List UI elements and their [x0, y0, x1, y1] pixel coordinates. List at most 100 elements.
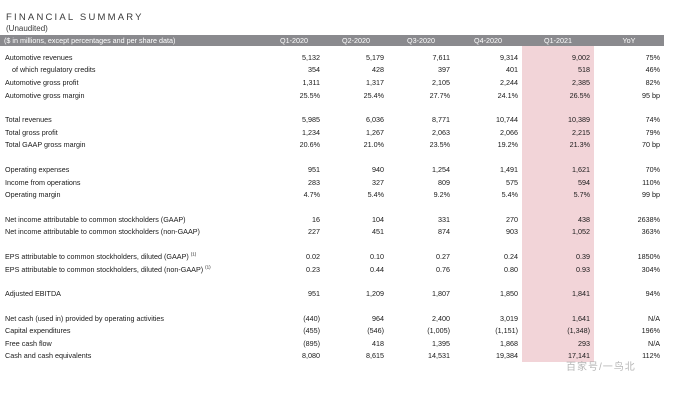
value-cell: 964 [372, 313, 384, 323]
table-header-row: ($ in millions, except percentages and p… [0, 35, 664, 46]
yoy-cell: 70% [645, 164, 660, 174]
value-cell: 1,395 [432, 338, 450, 348]
row-label: Cash and cash equivalents [0, 350, 264, 363]
row-label-text: Automotive revenues [5, 52, 73, 62]
value-cell: 418 [372, 338, 384, 348]
row-label: Total GAAP gross margin [0, 139, 264, 152]
row-label-text: Total GAAP gross margin [5, 140, 86, 150]
value-cell: 331 [438, 214, 450, 224]
yoy-cell: 304% [641, 264, 660, 274]
value-cell: 25.4% [363, 90, 384, 100]
value-cell: 951 [308, 164, 320, 174]
value-cell: 1,850 [500, 289, 518, 299]
table-row: Automotive revenues 5,132 5,179 7,611 9,314 9… [0, 51, 664, 64]
value-cell: 10,744 [496, 115, 518, 125]
value-cell: 1,311 [302, 77, 320, 87]
q1-2021-cell: 5.7% [522, 188, 594, 201]
value-cell: 575 [506, 177, 518, 187]
value-cell: 0.23 [306, 264, 320, 274]
row-label-text: Operating margin [5, 190, 61, 200]
value-cell: 0.44 [370, 264, 384, 274]
row-label: Total gross profit [0, 126, 264, 139]
q1-2021-cell: 1,052 [522, 225, 594, 239]
q1-2021-cell: 438 [522, 212, 594, 226]
row-label: Automotive gross profit [0, 76, 264, 89]
value-cell: 0.27 [436, 251, 450, 261]
column-header: YoY [622, 36, 636, 45]
yoy-cell: N/A [648, 313, 660, 323]
yoy-cell: 2638% [637, 214, 660, 224]
value-cell: 283 [308, 177, 320, 187]
value-cell: 5,179 [366, 52, 384, 62]
value-cell: 2,063 [432, 127, 450, 137]
value-cell: 0.76 [436, 264, 450, 274]
row-label: Net income attributable to common stockh… [0, 213, 264, 226]
row-label-text: Cash and cash equivalents [5, 351, 92, 361]
column-header: Q4-2020 [474, 36, 502, 45]
value-cell: 1,267 [366, 127, 384, 137]
row-label-text: Automotive gross margin [5, 90, 85, 100]
value-cell: 1,868 [500, 338, 518, 348]
value-cell: (895) [303, 338, 320, 348]
yoy-cell: 94% [645, 289, 660, 299]
q1-2021-cell: 26.5% [522, 88, 594, 102]
yoy-cell: 99 bp [642, 190, 660, 200]
row-label-text: Adjusted EBITDA [5, 289, 61, 299]
value-cell: 20.6% [299, 140, 320, 150]
table-row: of which regulatory credits 354 428 397 401 5… [0, 63, 664, 77]
value-cell: 0.02 [306, 251, 320, 261]
section-spacer [0, 200, 664, 213]
yoy-cell: N/A [648, 338, 660, 348]
row-label: EPS attributable to common stockholders,… [0, 263, 264, 276]
q1-2021-cell: 10,389 [522, 113, 594, 126]
column-header: Q1-2021 [522, 35, 594, 46]
value-cell: 3,019 [500, 313, 518, 323]
value-cell: 1,491 [500, 164, 518, 174]
q1-2021-cell: 2,385 [522, 76, 594, 89]
column-header: Q2-2020 [342, 36, 370, 45]
row-label: Income from operations [0, 176, 264, 189]
value-cell: 5,132 [302, 52, 320, 62]
page-title: FINANCIAL SUMMARY [6, 12, 144, 23]
q1-2021-cell: 9,002 [522, 51, 594, 64]
q1-2021-cell: 1,621 [522, 163, 594, 176]
section-spacer [0, 238, 664, 251]
value-cell: (1,151) [495, 326, 518, 336]
row-label-text: Net income attributable to common stockh… [5, 227, 200, 237]
yoy-cell: 112% [642, 351, 660, 361]
page-subtitle: (Unaudited) [6, 24, 48, 33]
value-cell: 0.10 [370, 251, 384, 261]
section-spacer [0, 46, 664, 51]
value-cell: 451 [372, 227, 384, 237]
value-cell: 1,317 [366, 77, 384, 87]
value-cell: 104 [372, 214, 384, 224]
row-label: of which regulatory credits [0, 64, 264, 77]
q1-2021-cell: 594 [522, 175, 594, 189]
row-label-text: Operating expenses [5, 164, 70, 174]
q1-2021-cell: 518 [522, 63, 594, 77]
section-spacer [0, 101, 664, 114]
row-label: Capital expenditures [0, 325, 264, 338]
value-cell: 1,807 [432, 289, 450, 299]
table-row: EPS attributable to common stockholders,… [0, 262, 664, 276]
value-cell: 227 [308, 227, 320, 237]
table-row: Total GAAP gross margin 20.6% 21.0% 23.5% 19… [0, 138, 664, 152]
header-label: ($ in millions, except percentages and p… [4, 36, 176, 45]
row-label-text: Income from operations [5, 177, 81, 187]
value-cell: 21.0% [363, 140, 384, 150]
row-label: Operating expenses [0, 163, 264, 176]
value-cell: 9,314 [500, 52, 518, 62]
value-cell: 354 [308, 65, 320, 75]
value-cell: 2,066 [500, 127, 518, 137]
value-cell: 8,615 [366, 351, 384, 361]
table-row: Cash and cash equivalents 8,080 8,615 14,53… [0, 349, 664, 363]
table-row: Capital expenditures (455) (546) (1,005) (1,… [0, 324, 664, 338]
yoy-cell: 363% [641, 227, 660, 237]
value-cell: 14,531 [428, 351, 450, 361]
table-row: Free cash flow (895) 418 1,395 1,868 293 N/A [0, 337, 664, 350]
yoy-cell: 1850% [637, 251, 660, 261]
column-header: Q3-2020 [407, 36, 435, 45]
q1-2021-cell: 0.39 [522, 250, 594, 263]
yoy-cell: 74% [645, 115, 660, 125]
value-cell: 8,771 [432, 115, 450, 125]
